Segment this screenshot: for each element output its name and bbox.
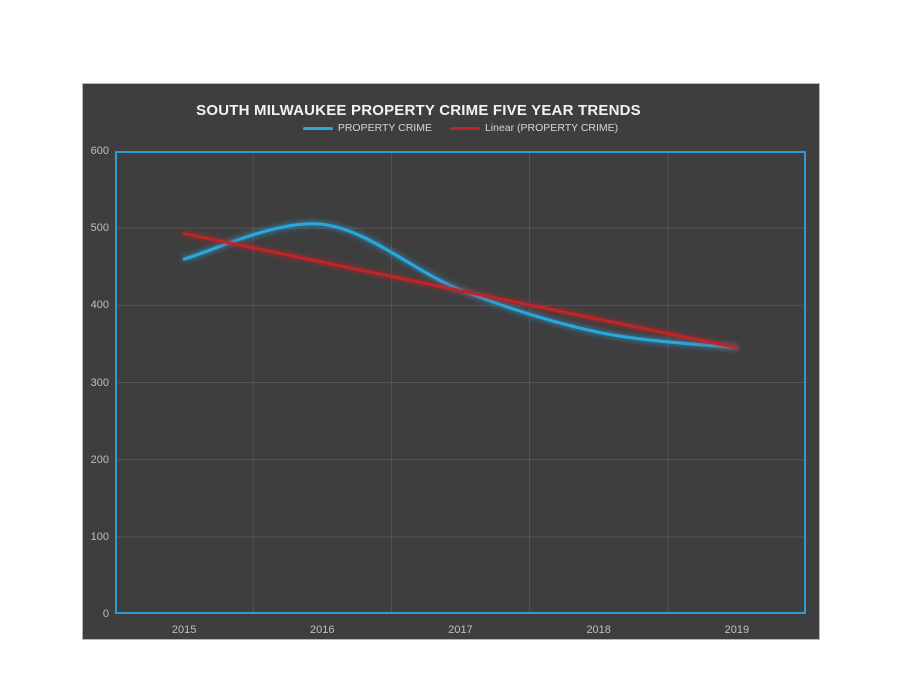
y-axis-tick-label: 300 — [90, 376, 109, 389]
legend-line-swatch-property-crime-icon — [302, 126, 333, 130]
x-axis-tick-label: 2015 — [171, 624, 197, 636]
y-axis-tick-label: 400 — [90, 299, 109, 312]
x-axis-tick-label: 2019 — [724, 624, 750, 636]
x-axis-tick-label: 2017 — [448, 624, 473, 636]
x-axis-tick-label: 2016 — [310, 624, 335, 636]
legend-label-property-crime: PROPERTY CRIME — [337, 122, 432, 134]
legend-line-swatch-linear-trendline-icon — [449, 126, 480, 130]
y-axis-tick-label: 200 — [90, 453, 109, 466]
y-axis-tick-label: 600 — [90, 145, 109, 157]
legend-label-linear-trendline: Linear (PROPERTY CRIME) — [484, 122, 619, 134]
chart-legend: PROPERTY CRIME Linear (PROPERTY CRIME) — [115, 122, 806, 134]
x-axis-tick-label: 2018 — [586, 624, 611, 636]
plot-border — [115, 151, 806, 614]
chart-container: SOUTH MILWAUKEE PROPERTY CRIME FIVE YEAR… — [82, 83, 820, 640]
series-line-1 — [182, 232, 739, 350]
y-axis-tick-label: 100 — [90, 530, 109, 543]
y-axis-tick-label: 0 — [102, 608, 109, 620]
chart-title: SOUTH MILWAUKEE PROPERTY CRIME FIVE YEAR… — [196, 102, 641, 119]
plot-area — [115, 151, 806, 614]
y-axis-tick-label: 500 — [90, 222, 109, 235]
legend-item-linear-trendline: Linear (PROPERTY CRIME) — [449, 122, 619, 134]
legend-item-property-crime: PROPERTY CRIME — [302, 122, 432, 134]
